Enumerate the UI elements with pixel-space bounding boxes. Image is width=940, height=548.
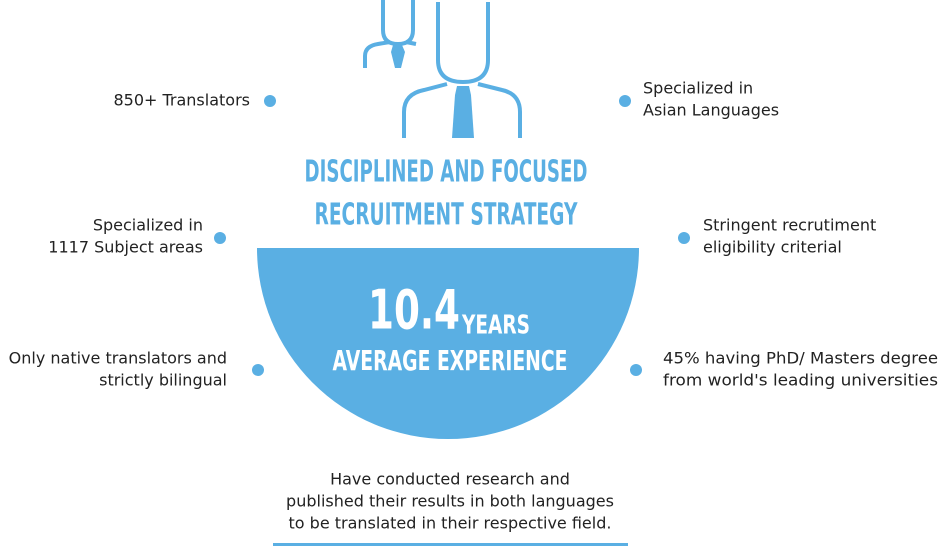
footer-rule <box>273 543 628 546</box>
footer-text: Have conducted research and <box>330 470 570 489</box>
bullet <box>264 95 276 107</box>
highlight-number: 10.4 <box>368 279 460 342</box>
bullet <box>678 232 690 244</box>
point-text: 1117 Subject areas <box>48 238 203 257</box>
point-text: Only native translators and <box>9 349 227 368</box>
bullet <box>252 364 264 376</box>
half-circle <box>257 248 639 439</box>
point-text: strictly bilingual <box>99 371 227 390</box>
people-icon <box>363 0 522 138</box>
tie-icon <box>452 86 474 138</box>
point-text: Asian Languages <box>643 101 779 120</box>
title-line: DISCIPLINED AND FOCUSED <box>305 155 588 190</box>
point-text: eligibility criterial <box>703 238 842 257</box>
point-text: 45% having PhD/ Masters degree <box>663 349 938 368</box>
title-line: RECRUITMENT STRATEGY <box>315 198 579 233</box>
highlight-unit: YEARS <box>461 311 530 341</box>
tie-icon <box>391 45 405 68</box>
highlight-label: AVERAGE EXPERIENCE <box>333 344 568 377</box>
bullet <box>630 364 642 376</box>
footer-text: to be translated in their respective fie… <box>289 514 612 533</box>
point-text: Stringent recrutiment <box>703 216 876 235</box>
bullet <box>214 232 226 244</box>
point-text: Specialized in <box>643 79 753 98</box>
point-text: from world's leading universities <box>663 371 938 390</box>
point-text: 850+ Translators <box>113 91 250 110</box>
footer-text: published their results in both language… <box>286 492 614 511</box>
bullet <box>619 95 631 107</box>
point-text: Specialized in <box>93 216 203 235</box>
